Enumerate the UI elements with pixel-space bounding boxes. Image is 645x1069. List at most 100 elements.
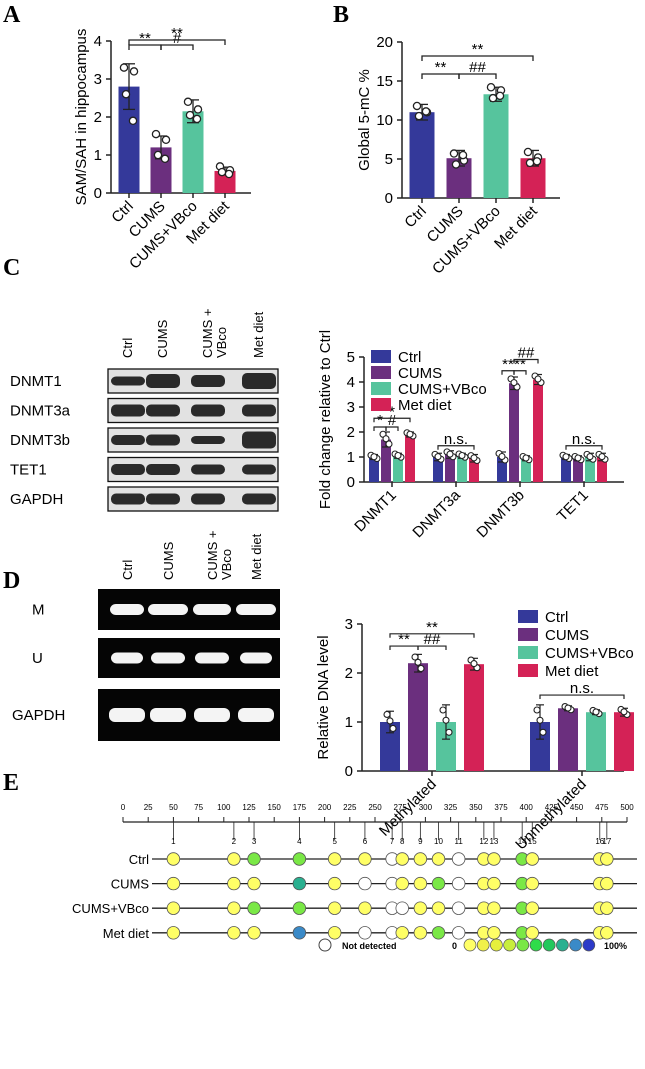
x-tick-label: Ctrl — [401, 203, 430, 232]
significance-label: n.s. — [572, 431, 596, 448]
cpg-site — [227, 901, 241, 915]
data-point — [421, 107, 431, 116]
scale-tick-label: 475 — [595, 803, 609, 812]
gel-row-label: M — [32, 602, 45, 619]
data-point — [417, 664, 425, 673]
scale-tick-label: 350 — [469, 803, 483, 812]
panel-label-d: D — [3, 568, 20, 594]
data-point — [523, 147, 533, 157]
cpg-site — [292, 926, 307, 940]
data-point — [414, 111, 424, 121]
data-point — [525, 158, 535, 168]
y-tick-label: 5 — [385, 151, 393, 168]
bar — [561, 457, 571, 482]
gel-band — [109, 708, 145, 722]
data-point — [406, 430, 414, 438]
site-label: 1 — [171, 837, 176, 846]
blot-band — [146, 374, 180, 388]
data-point — [510, 379, 518, 387]
y-tick-label: 4 — [94, 33, 102, 50]
data-point — [382, 435, 390, 443]
blot-band — [146, 464, 180, 475]
y-tick-label: 20 — [376, 34, 393, 51]
data-point — [183, 97, 193, 107]
significance-bracket — [160, 44, 194, 50]
blot-band — [146, 493, 180, 505]
data-point — [470, 660, 478, 668]
significance-bracket — [458, 73, 497, 79]
blot-band — [242, 431, 276, 449]
gel-band — [150, 708, 186, 722]
bar — [469, 458, 479, 482]
y-tick-label: 2 — [94, 109, 102, 126]
data-point — [121, 89, 131, 99]
cpg-site — [327, 926, 342, 940]
legend-scale-max: 100% — [604, 941, 627, 951]
gel-band — [236, 604, 276, 615]
blot-row-label: DNMT3a — [10, 403, 71, 420]
bar — [433, 457, 443, 482]
data-point — [442, 716, 450, 724]
significance-label: # — [388, 412, 397, 429]
data-point — [470, 454, 478, 462]
data-point — [185, 110, 195, 120]
data-point — [385, 440, 393, 448]
y-tick-label: 3 — [347, 399, 355, 416]
lane-label: CUMS — [155, 319, 170, 358]
data-point — [160, 154, 170, 164]
site-label: 6 — [363, 837, 368, 846]
bar — [409, 112, 435, 198]
cpg-site — [413, 901, 428, 915]
scale-tick-label: 175 — [293, 803, 307, 812]
site-label: 15 — [528, 837, 537, 846]
blot-band — [191, 464, 225, 475]
data-point — [488, 93, 498, 103]
site-label: 17 — [602, 837, 611, 846]
y-tick-label: 1 — [94, 147, 102, 164]
data-point — [458, 150, 468, 160]
gel-row-label: GAPDH — [12, 707, 65, 724]
cpg-site — [247, 901, 261, 915]
cpg-site — [358, 876, 372, 891]
y-tick-label: 1 — [345, 714, 353, 731]
significance-bracket — [437, 445, 475, 450]
legend-scale-circle — [503, 938, 516, 952]
significance-label: ** — [435, 59, 447, 76]
cpg-site — [451, 926, 466, 940]
legend-scale-min: 0 — [452, 941, 457, 951]
blot-band — [146, 434, 180, 446]
x-tick-label: DNMT3b — [473, 487, 527, 541]
blot-band — [242, 493, 276, 505]
blot-band — [242, 464, 276, 475]
data-point — [498, 452, 506, 461]
legend-swatch — [518, 628, 538, 641]
lane-label: VBco — [219, 549, 234, 580]
scale-tick-label: 275 — [394, 803, 408, 812]
bar — [457, 455, 467, 482]
data-point — [217, 167, 227, 177]
significance-bracket — [389, 633, 475, 638]
lane-label: CUMS + — [200, 309, 215, 358]
bar — [182, 111, 204, 193]
panel-label-a: A — [3, 2, 21, 28]
data-point — [192, 114, 202, 124]
site-label: 7 — [390, 837, 395, 846]
cpg-site — [600, 901, 614, 915]
legend-swatch — [371, 382, 391, 395]
significance-label: # — [173, 30, 182, 47]
gel-band — [240, 652, 272, 664]
data-point — [119, 63, 129, 72]
significance-label: * — [377, 412, 383, 429]
y-tick-label: 5 — [347, 349, 355, 366]
legend-label: CUMS+VBco — [545, 645, 634, 662]
blot-band — [191, 493, 225, 505]
legend-label: Met diet — [545, 663, 599, 680]
cpg-site — [451, 901, 466, 915]
blot-band — [242, 404, 276, 417]
data-point — [386, 717, 394, 725]
cpg-site — [431, 901, 446, 915]
legend-swatch — [518, 646, 538, 659]
data-point — [562, 453, 570, 461]
y-axis-label: SAM/SAH in hippocampus — [73, 29, 90, 206]
